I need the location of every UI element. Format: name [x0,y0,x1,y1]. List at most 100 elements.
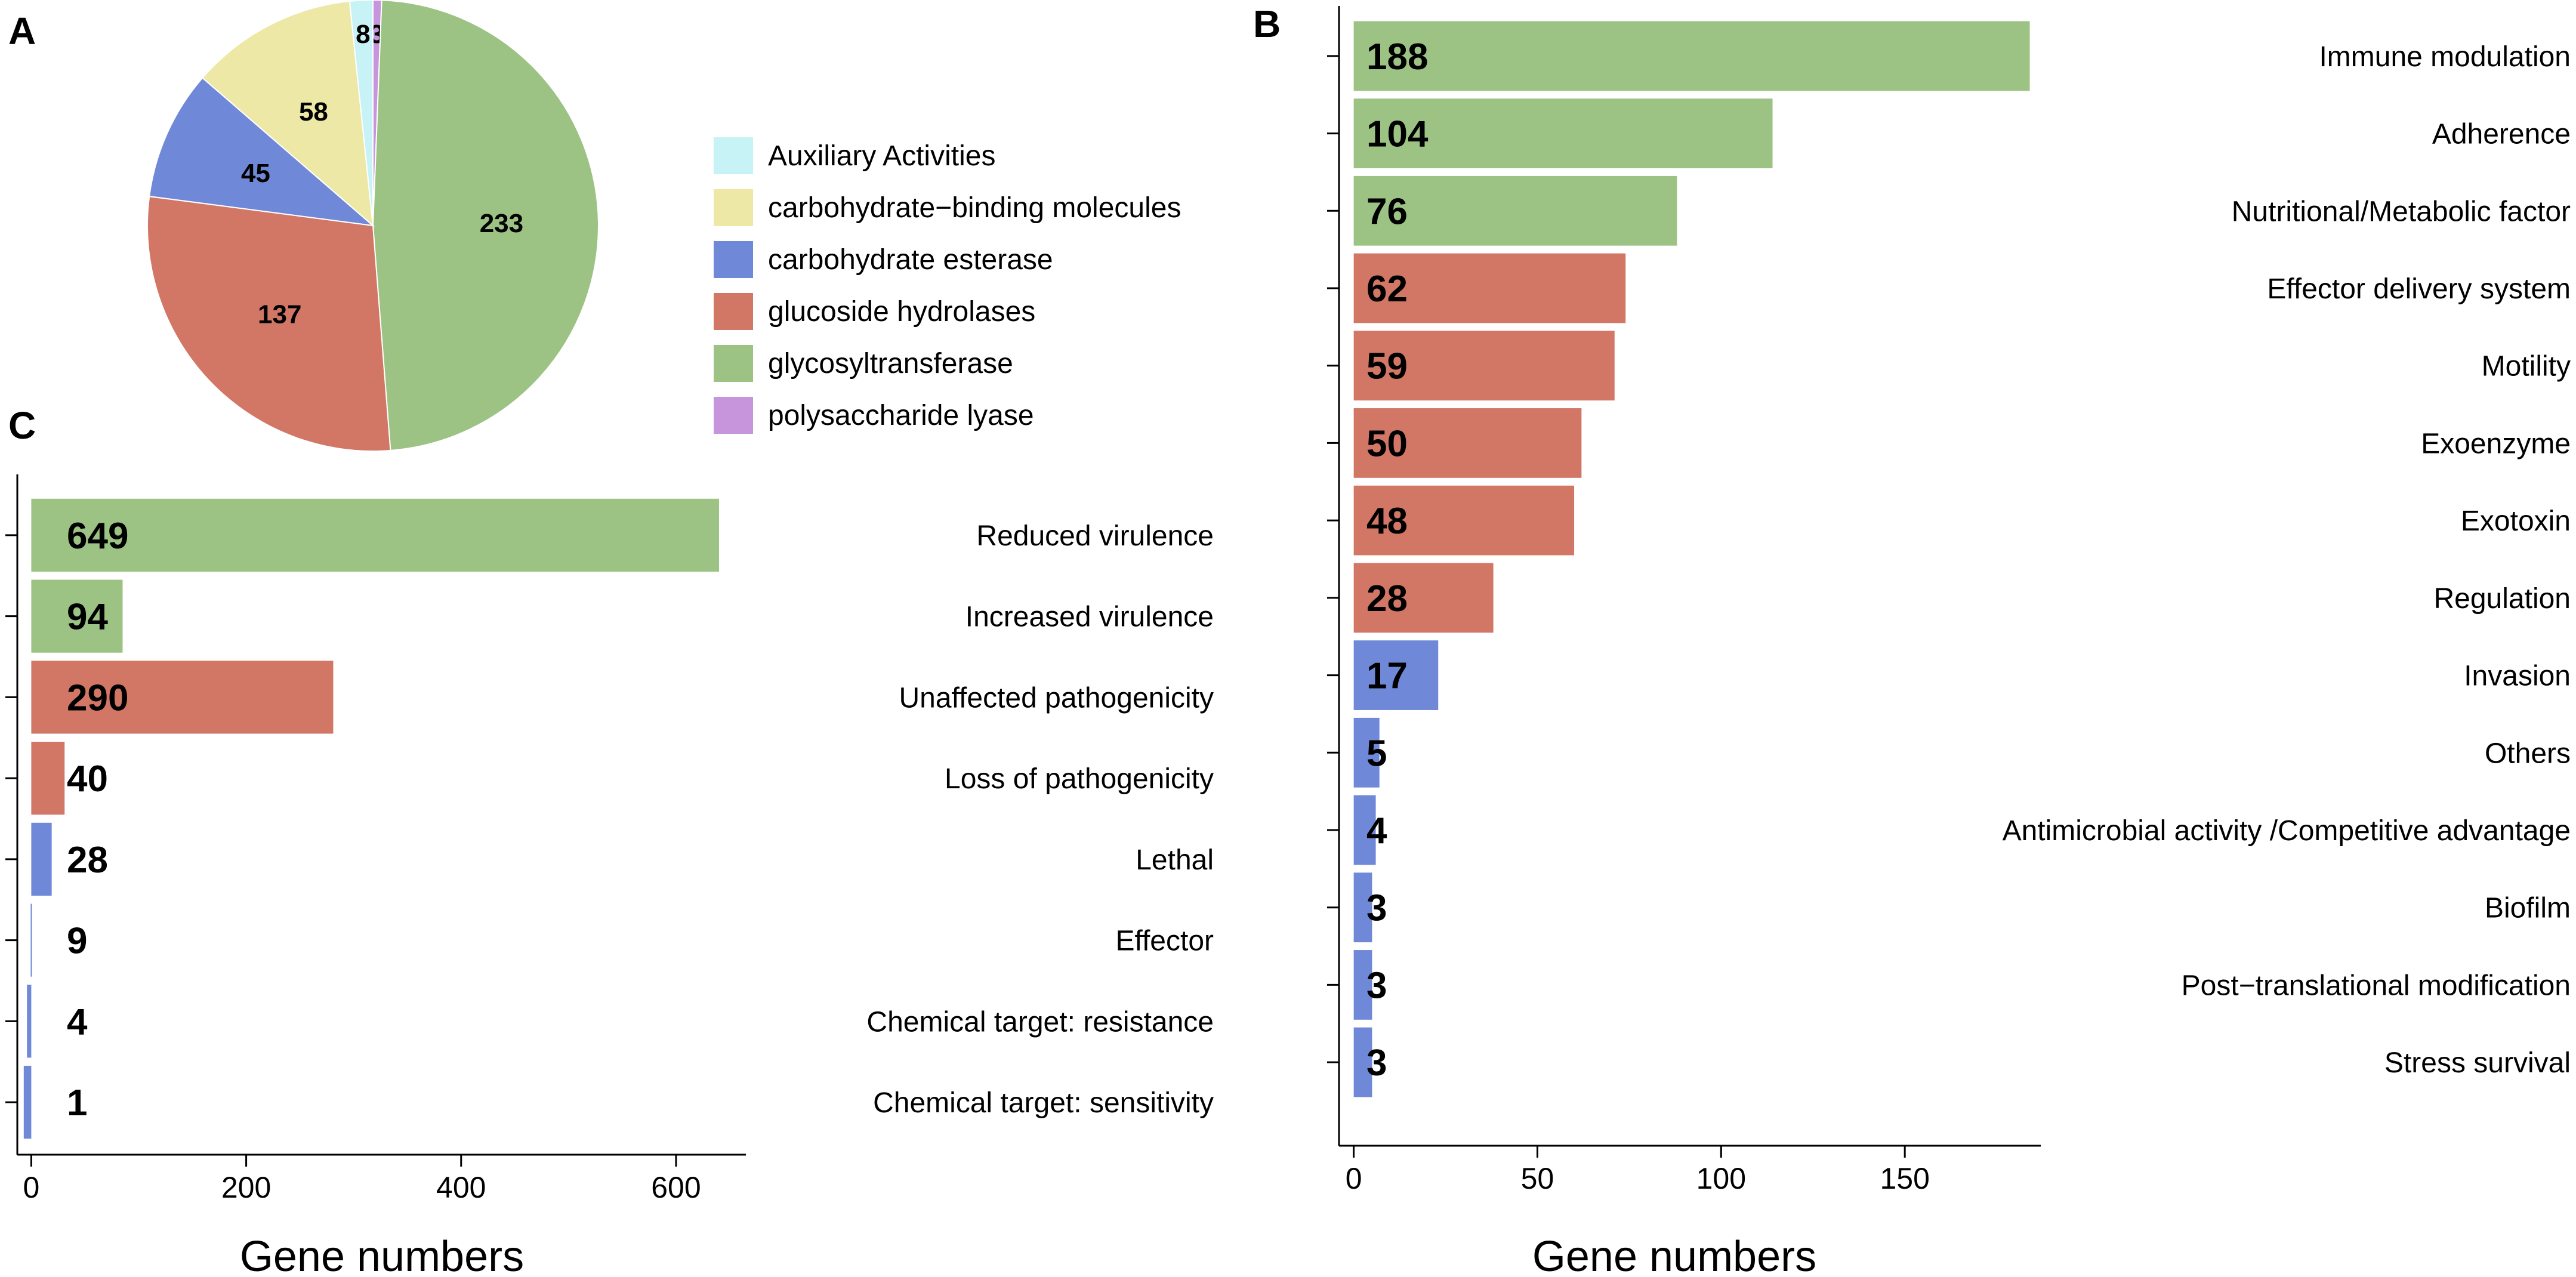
x-tick-label: 400 [436,1171,486,1204]
category-label: Chemical target: sensitivity [873,1087,1214,1119]
bar-value-label: 1 [67,1082,87,1124]
x-tick-label: 0 [23,1171,40,1204]
bar-effector-delivery-system [1353,253,1626,323]
x-tick-label: 600 [651,1171,701,1204]
bar-effector [30,903,32,977]
category-label: Loss of pathogenicity [945,763,1214,795]
legend-swatch-carbohydrate-esterase [714,241,753,278]
pie-value-label: 233 [480,209,523,238]
legend-swatch-polysaccharide-lyase [714,397,753,434]
legend-label: glucoside hydrolases [768,296,1035,328]
bar-value-label: 76 [1366,191,1408,232]
bar-biofilm [1353,872,1372,943]
legend-swatch-glycosyltransferase [714,345,753,382]
pie-slice-carbohydrate-binding-molecules [201,0,374,227]
category-label: Post−translational modification [2182,970,2571,1001]
bar-value-label: 40 [67,758,108,800]
pie-legend: Auxiliary Activities carbohydrate−binding… [714,137,1181,434]
category-label: Effector [1115,926,1214,957]
bar-value-label: 4 [1366,810,1387,852]
x-tick-label: 50 [1521,1162,1554,1195]
legend-swatch-auxiliary-activities [714,137,753,174]
bar-loss-of-pathogenicity [31,742,65,815]
pie-value-label: 58 [299,97,328,127]
bar-value-label: 62 [1366,269,1408,310]
bar-value-label: 94 [67,597,108,638]
category-label: Increased virulence [965,602,1214,633]
bar-motility [1353,331,1615,401]
bar-value-label: 3 [1366,1042,1387,1084]
bar-value-label: 48 [1366,501,1408,542]
panel-letter-c: C [8,404,36,447]
category-label: Lethal [1136,844,1214,876]
pie-value-label: 137 [258,300,301,329]
category-label: Regulation [2434,583,2571,615]
category-label: Exotoxin [2461,505,2571,537]
pie-slice-glycosyltransferase [372,0,600,451]
panel-letter-a: A [8,10,36,53]
bar-regulation [1353,563,1494,633]
x-tick-label: 100 [1696,1162,1746,1195]
legend-label: Auxiliary Activities [768,140,995,172]
pie-value-label: 45 [241,159,270,188]
bar-adherence [1353,98,1773,168]
category-label: Stress survival [2384,1047,2571,1079]
bar-exoenzyme [1353,408,1582,478]
bar-value-label: 4 [67,1001,88,1042]
legend-label: carbohydrate esterase [768,244,1053,276]
bar-unaffected-pathogenicity [31,661,334,734]
bar-reduced-virulence [31,498,719,572]
legend-swatch-glucoside-hydrolases [714,293,753,330]
x-tick-label: 200 [221,1171,271,1204]
bar-value-label: 5 [1366,733,1387,774]
bar-value-label: 9 [67,921,87,962]
x-axis-title: Gene numbers [1532,1233,1816,1277]
bar-chemical-target-sensitivity [23,1066,32,1139]
bar-antimicrobial-activity-competitive-advantage [1353,795,1376,865]
bar-lethal [31,822,52,896]
bar-value-label: 188 [1366,36,1428,78]
category-label: Effector delivery system [2267,273,2571,305]
bar-chart-b: 188 Immune modulation 104 Adherence 76 Nutrit… [1327,6,2571,1277]
legend-swatch-carbohydrate-binding-molecules [714,189,753,226]
bar-value-label: 3 [1366,888,1387,929]
bar-invasion [1353,640,1439,710]
category-label: Unaffected pathogenicity [899,682,1214,714]
category-label: Antimicrobial activity /Competitive adva… [2003,815,2571,847]
category-label: Exoenzyme [2421,428,2571,459]
category-label: Nutritional/Metabolic factor [2232,196,2571,227]
category-label: Motility [2482,351,2571,383]
bar-value-label: 104 [1366,114,1429,155]
category-label: Reduced virulence [976,520,1214,552]
bar-post-translational-modification [1353,950,1372,1020]
category-label: Others [2485,738,2571,769]
panel-letter-b: B [1253,2,1281,45]
bar-increased-virulence [31,579,123,653]
pie-value-label: 8 [356,20,370,49]
bar-value-label: 649 [67,516,128,557]
bar-value-label: 28 [67,840,108,881]
bar-value-label: 50 [1366,423,1408,464]
bar-chemical-target-resistance [27,985,32,1058]
bar-value-label: 3 [1366,965,1387,1006]
bar-value-label: 59 [1366,346,1408,387]
legend-label: polysaccharide lyase [768,400,1034,431]
pie-slice-auxiliary-activities [348,0,374,226]
bar-value-label: 17 [1366,656,1408,697]
bar-value-label: 290 [67,677,128,718]
x-tick-label: 150 [1880,1162,1929,1195]
category-label: Adherence [2432,119,2571,150]
bar-stress-survival [1353,1027,1372,1097]
category-label: Immune modulation [2319,41,2571,73]
bar-immune-modulation [1353,21,2030,91]
category-label: Chemical target: resistance [866,1006,1214,1038]
bar-value-label: 28 [1366,578,1408,619]
pie-slice-carbohydrate-esterase [149,77,375,227]
category-label: Invasion [2464,661,2571,692]
x-axis-title: Gene numbers [240,1233,524,1277]
bar-exotoxin [1353,485,1575,556]
bar-others [1353,717,1380,788]
